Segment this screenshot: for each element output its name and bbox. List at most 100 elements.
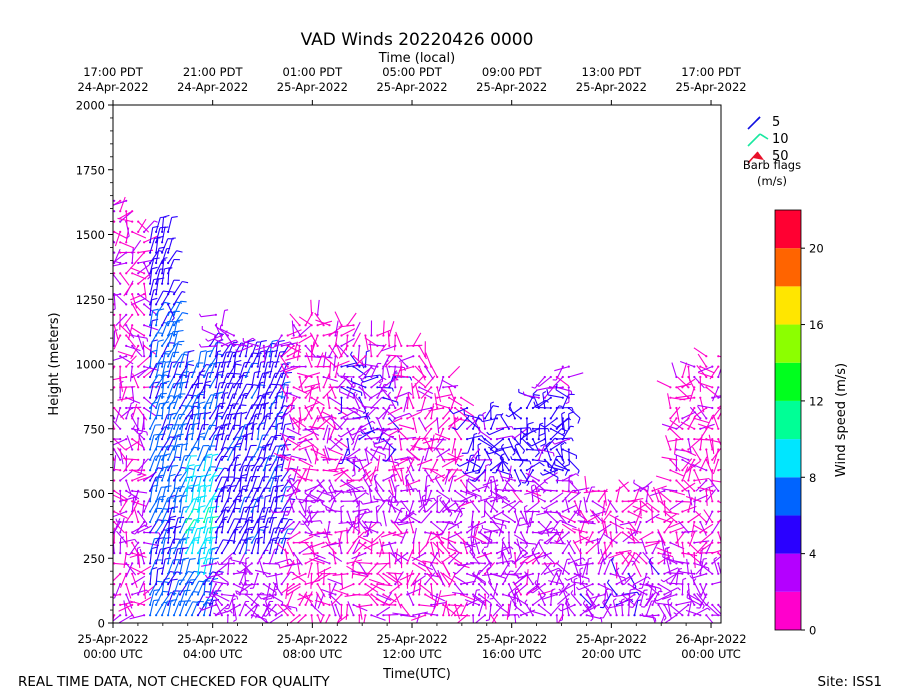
wind-barb-tick xyxy=(378,381,383,384)
wind-barb-base xyxy=(161,583,164,586)
wind-barb-base xyxy=(310,417,313,420)
wind-barb xyxy=(326,428,331,444)
wind-barb-base xyxy=(436,614,439,617)
wind-barb-base xyxy=(184,375,188,379)
wind-barb xyxy=(129,542,139,556)
wind-barb xyxy=(371,397,383,409)
wind-barb-base xyxy=(244,520,247,524)
wind-barb-base xyxy=(119,531,122,534)
wind-barb-tick xyxy=(172,464,179,467)
wind-barb xyxy=(209,342,217,357)
wind-barb-base xyxy=(155,272,158,275)
wind-barb-base xyxy=(555,593,558,596)
wind-barb xyxy=(179,424,184,440)
wind-barb-tick xyxy=(224,309,229,311)
wind-barb xyxy=(209,393,215,409)
wind-barb-base xyxy=(238,531,241,534)
wind-barb xyxy=(251,538,257,554)
wind-barb-base xyxy=(460,458,463,461)
wind-barb-base xyxy=(298,396,301,399)
wind-barb-base xyxy=(202,614,206,617)
wind-barb-base xyxy=(316,489,319,492)
wind-barb-tick xyxy=(413,512,417,516)
wind-barb-base xyxy=(436,396,439,399)
wind-barb xyxy=(213,580,228,585)
wind-barb xyxy=(303,407,313,422)
wind-barb-base xyxy=(226,531,229,534)
wind-barb-base xyxy=(352,510,355,513)
wind-barb xyxy=(441,560,450,575)
wind-barb-tick xyxy=(409,376,413,381)
wind-barb-tick xyxy=(470,630,473,631)
wind-barb-tick xyxy=(178,340,185,343)
wind-barb xyxy=(296,372,312,378)
wind-barb xyxy=(408,517,414,533)
wind-barb-tick xyxy=(375,416,380,420)
wind-barb xyxy=(328,487,336,502)
wind-barb xyxy=(257,538,260,554)
wind-barb-base xyxy=(167,572,170,575)
wind-barb-base xyxy=(161,541,164,544)
wind-barb-tick xyxy=(171,578,178,581)
wind-barb xyxy=(269,497,275,512)
wind-barb xyxy=(360,428,372,440)
wind-barb xyxy=(215,434,220,450)
wind-barb-tick xyxy=(261,360,266,363)
wind-barb-tick xyxy=(556,560,560,565)
wind-barb xyxy=(394,335,396,351)
wind-barb xyxy=(113,262,127,267)
wind-barb-base xyxy=(244,541,247,544)
top-tick-date: 24-Apr-2022 xyxy=(177,80,248,94)
wind-barb xyxy=(272,581,283,595)
wind-barb-base xyxy=(519,406,523,410)
wind-barb-base xyxy=(328,479,331,482)
top-tick-date: 25-Apr-2022 xyxy=(675,80,746,94)
wind-barb xyxy=(221,393,226,409)
wind-barb xyxy=(347,312,357,326)
wind-barb-base xyxy=(400,344,403,347)
wind-barb-tick xyxy=(367,415,371,420)
wind-barb xyxy=(341,328,356,336)
wind-barb-base xyxy=(167,324,170,327)
wind-barb xyxy=(113,455,117,471)
wind-barb xyxy=(317,417,330,429)
wind-barb-tick xyxy=(137,473,141,476)
wind-barb-tick xyxy=(366,350,370,353)
wind-barb xyxy=(534,376,546,389)
wind-barb-tick xyxy=(517,483,522,487)
wind-barb xyxy=(113,511,127,518)
wind-barb-tick xyxy=(176,571,183,574)
wind-barb-base xyxy=(208,479,211,482)
wind-barb xyxy=(155,290,164,305)
wind-barb-base xyxy=(119,469,122,472)
wind-barb xyxy=(113,200,127,206)
wind-barb-base xyxy=(268,572,271,575)
wind-barb-tick xyxy=(289,518,293,521)
wind-barb-base xyxy=(119,552,122,555)
wind-barb xyxy=(285,366,300,373)
wind-barb-base xyxy=(460,469,463,472)
wind-barb-base xyxy=(196,541,200,544)
wind-barb-tick xyxy=(265,402,270,405)
wind-barb xyxy=(137,273,151,285)
wind-barb xyxy=(430,542,435,558)
wind-barb-tick xyxy=(277,484,284,487)
wind-barb xyxy=(482,527,498,533)
wind-barb-base xyxy=(406,572,409,575)
wind-barb xyxy=(323,449,329,464)
wind-barb-tick xyxy=(467,477,470,482)
wind-barb-base xyxy=(268,406,271,410)
wind-barb xyxy=(227,383,234,398)
wind-barb-base xyxy=(370,386,373,389)
wind-barb xyxy=(161,238,169,253)
wind-barb-base xyxy=(298,593,301,596)
wind-barb xyxy=(384,355,396,368)
wind-barb xyxy=(365,584,378,595)
wind-barb xyxy=(119,324,132,336)
wind-barb xyxy=(430,469,445,479)
wind-barb-tick xyxy=(560,442,565,446)
wind-barb-tick xyxy=(182,371,189,374)
wind-barb-base xyxy=(149,417,152,420)
wind-barb xyxy=(137,407,148,421)
wind-barb-base xyxy=(370,448,373,451)
